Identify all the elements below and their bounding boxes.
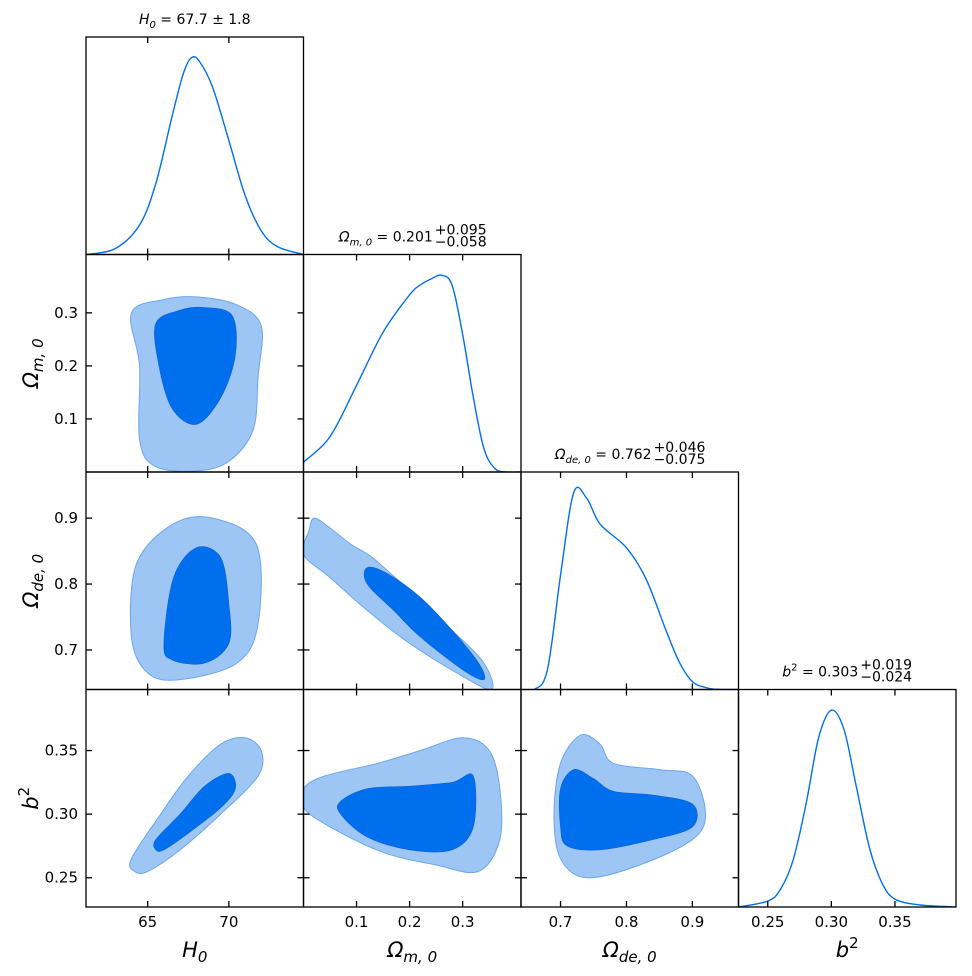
marginal-b2 xyxy=(738,709,956,907)
svg-text:+0.095: +0.095 xyxy=(435,223,487,239)
contour-68-Om-Ode xyxy=(363,566,486,681)
y-axis-label-b2: b2 xyxy=(15,787,43,810)
marginal-curve-Om xyxy=(303,274,521,472)
contour-68-Ode-b2 xyxy=(558,769,698,851)
marginal-curve-b2 xyxy=(738,709,956,907)
contour-68-Om-b2 xyxy=(337,773,477,853)
svg-text:b2 = 0.303: b2 = 0.303 xyxy=(782,663,858,681)
panel-frame-2-2 xyxy=(520,471,740,691)
panel-frame-1-1 xyxy=(302,253,522,473)
xtick-label-b2-0: 0.25 xyxy=(751,913,784,931)
xtick-label-Ode-0: 0.7 xyxy=(549,913,573,931)
ytick-label-b2-2: 0.35 xyxy=(45,742,78,760)
ytick-label-Om-0: 0.1 xyxy=(54,410,78,428)
panel-frame-0-0 xyxy=(85,36,305,256)
y-axis-label-Ode: Ωde, 0 xyxy=(19,554,47,609)
xtick-label-b2-2: 0.35 xyxy=(878,913,911,931)
svg-text:H0 = 67.7 ± 1.8: H0 = 67.7 ± 1.8 xyxy=(139,12,251,31)
contour-68-H0-Ode xyxy=(163,546,232,665)
svg-text:+0.019: +0.019 xyxy=(860,658,912,674)
svg-text:−0.075: −0.075 xyxy=(654,452,706,468)
contour-68-H0-Om xyxy=(154,306,237,425)
ytick-label-Om-1: 0.2 xyxy=(54,357,78,375)
contour-H0-b2 xyxy=(129,736,264,875)
marginal-H0 xyxy=(86,56,304,255)
xtick-label-b2-1: 0.30 xyxy=(815,913,848,931)
marginal-Om xyxy=(303,274,521,472)
marginal-curve-Ode xyxy=(521,486,739,690)
title-Ode: Ωde, 0 = 0.762 +0.046−0.075 xyxy=(554,440,706,468)
xtick-label-Ode-1: 0.8 xyxy=(615,913,639,931)
xtick-label-Om-1: 0.2 xyxy=(398,913,422,931)
title-H0: H0 = 67.7 ± 1.8 xyxy=(139,12,251,31)
x-axis-label-b2: b2 xyxy=(836,934,859,962)
xtick-label-H0-1: 70 xyxy=(219,913,238,931)
svg-text:−0.058: −0.058 xyxy=(435,235,487,251)
marginal-Ode xyxy=(521,486,739,690)
ytick-label-Om-2: 0.3 xyxy=(54,304,78,322)
xtick-label-Ode-2: 0.9 xyxy=(680,913,704,931)
title-b2: b2 = 0.303 +0.019−0.024 xyxy=(782,658,912,686)
ytick-label-b2-0: 0.25 xyxy=(45,869,78,887)
y-axis-label-Om: Ωm, 0 xyxy=(19,338,47,389)
contour-H0-Om xyxy=(130,296,263,472)
svg-text:+0.046: +0.046 xyxy=(654,440,706,456)
title-Om: Ωm, 0 = 0.201 +0.095−0.058 xyxy=(338,223,487,251)
contour-H0-Ode xyxy=(129,516,262,681)
x-axis-label-Ode: Ωde, 0 xyxy=(602,938,657,966)
marginal-curve-H0 xyxy=(86,56,304,255)
svg-text:Ωm, 0 = 0.201: Ωm, 0 = 0.201 xyxy=(338,230,433,249)
panel-frame-3-3 xyxy=(737,688,957,908)
x-axis-label-Om: Ωm, 0 xyxy=(386,938,437,966)
xtick-label-H0-0: 65 xyxy=(138,913,157,931)
xtick-label-Om-2: 0.3 xyxy=(451,913,475,931)
contour-Om-Ode xyxy=(303,517,494,690)
contour-68-H0-b2 xyxy=(153,773,236,852)
ytick-label-Ode-2: 0.9 xyxy=(54,509,78,527)
ytick-label-b2-1: 0.30 xyxy=(45,805,78,823)
ytick-label-Ode-0: 0.7 xyxy=(54,641,78,659)
xtick-label-Om-0: 0.1 xyxy=(345,913,369,931)
contour-Ode-b2 xyxy=(553,734,707,879)
ytick-label-Ode-1: 0.8 xyxy=(54,575,78,593)
contour-Om-b2 xyxy=(303,737,503,874)
svg-text:−0.024: −0.024 xyxy=(860,670,912,686)
svg-text:Ωde, 0 = 0.762: Ωde, 0 = 0.762 xyxy=(554,447,652,466)
x-axis-label-H0: H0 xyxy=(182,938,207,966)
